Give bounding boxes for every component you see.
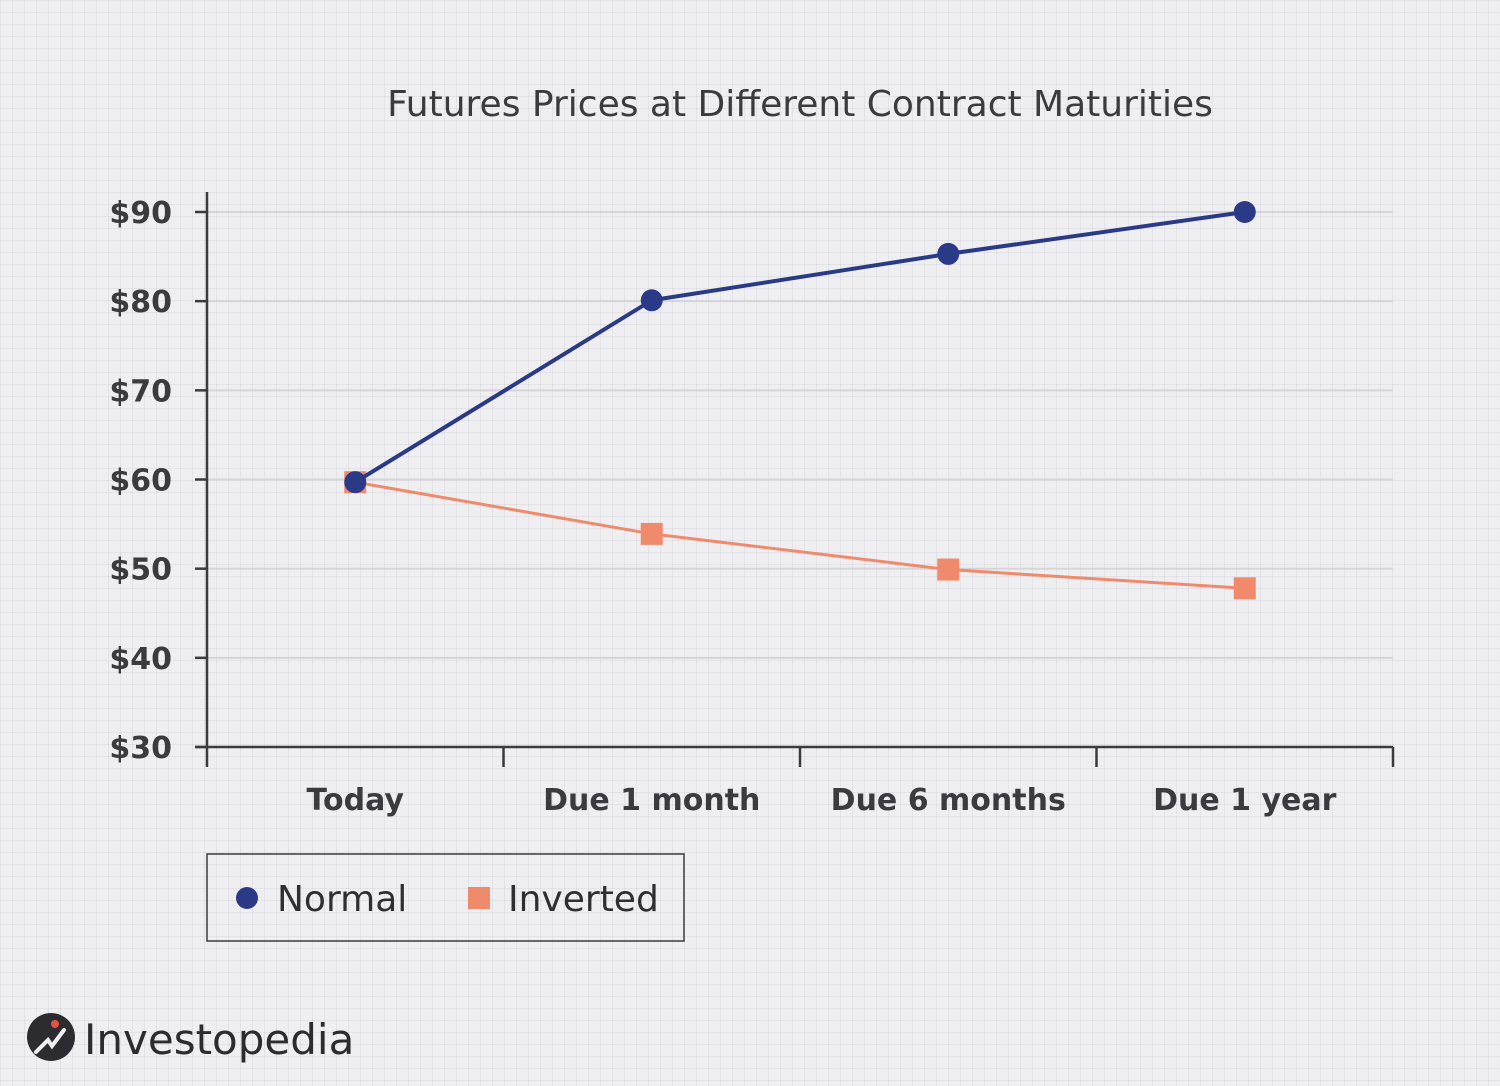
x-tick-label: Due 1 year	[1153, 783, 1337, 818]
x-tick-label: Due 6 months	[831, 783, 1066, 818]
data-point	[640, 522, 663, 545]
data-point	[937, 558, 960, 581]
legend-box	[206, 853, 685, 942]
x-tick-label: Due 1 month	[543, 783, 760, 818]
data-point	[937, 242, 960, 265]
data-point	[1233, 577, 1256, 600]
investopedia-logo-icon	[27, 1013, 75, 1061]
gridlines	[207, 211, 1393, 659]
logo-text: Investopedia	[84, 1015, 354, 1064]
data-point	[640, 289, 663, 312]
data-point	[344, 471, 367, 494]
series-inverted	[344, 471, 1256, 600]
series-line	[354, 210, 1246, 484]
y-tick-label: $70	[109, 374, 172, 409]
investopedia-logo: Investopedia	[27, 1013, 354, 1064]
legend-label: Normal	[277, 879, 407, 920]
y-tick-label: $30	[109, 731, 172, 766]
chart-title: Futures Prices at Different Contract Mat…	[387, 84, 1213, 125]
y-tick-label: $90	[109, 196, 172, 231]
series-line	[354, 480, 1245, 590]
series	[344, 201, 1256, 600]
axes	[195, 192, 1395, 767]
y-tick-label: $80	[109, 285, 172, 320]
x-tick-labels: Today Due 1 month Due 6 months Due 1 year	[307, 783, 1337, 818]
y-tick-label: $50	[109, 553, 172, 588]
y-tick-label: $40	[109, 642, 172, 677]
y-tick-labels: $30 $40 $50 $60 $70 $80 $90	[109, 196, 172, 766]
x-tick-label: Today	[307, 783, 405, 818]
legend: Normal Inverted	[206, 853, 685, 942]
legend-marker	[236, 887, 258, 909]
legend-marker	[468, 887, 490, 909]
y-tick-label: $60	[109, 464, 172, 499]
data-point	[1233, 201, 1256, 223]
series-normal	[344, 201, 1256, 494]
legend-label: Inverted	[508, 879, 659, 920]
